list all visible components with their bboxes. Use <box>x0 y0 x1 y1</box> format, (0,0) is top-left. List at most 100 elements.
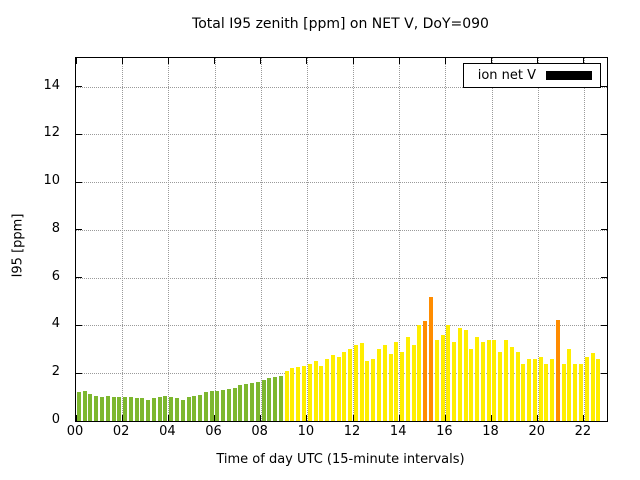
y-tick-mark <box>76 420 82 422</box>
v-gridline <box>491 58 493 421</box>
y-tick-label: 2 <box>51 364 60 380</box>
y-tick-labels: 0 2 4 6 8 10 12 14 <box>0 57 70 427</box>
bar <box>584 356 589 421</box>
bar <box>469 349 474 421</box>
x-tick-label: 04 <box>159 424 176 439</box>
h-gridline <box>76 134 607 136</box>
x-tick-label: 02 <box>112 424 130 439</box>
bar <box>440 335 445 421</box>
bar <box>590 352 595 421</box>
bar <box>567 349 572 421</box>
bar <box>573 363 578 421</box>
x-tick-mark <box>121 415 123 421</box>
bar <box>209 391 214 421</box>
y-tick-label: 0 <box>51 412 60 427</box>
x-tick-label: 08 <box>251 424 268 439</box>
x-tick-mark <box>491 415 493 421</box>
x-tick-mark <box>214 58 216 64</box>
bar <box>267 378 272 421</box>
y-tick-mark <box>601 324 607 326</box>
x-tick-label: 16 <box>436 424 453 439</box>
bar <box>330 355 335 421</box>
bar <box>480 342 485 421</box>
bar <box>463 330 468 421</box>
bar <box>319 366 324 421</box>
bar <box>151 398 156 421</box>
bar <box>325 358 330 421</box>
x-tick-label: 14 <box>389 424 407 439</box>
y-tick-mark <box>601 133 607 135</box>
y-tick-mark <box>76 277 82 279</box>
bar <box>411 344 416 421</box>
bar <box>457 327 462 421</box>
bar <box>405 337 410 421</box>
x-tick-mark <box>306 415 308 421</box>
y-tick-label: 10 <box>43 173 60 189</box>
bar <box>596 358 601 421</box>
bar <box>342 351 347 421</box>
bar <box>226 388 231 421</box>
h-gridline <box>76 182 607 184</box>
bar <box>417 325 422 421</box>
bar <box>509 346 514 421</box>
bar <box>434 339 439 421</box>
x-tick-mark <box>583 415 585 421</box>
x-tick-labels: 00 02 04 06 08 10 12 14 16 18 20 22 <box>67 424 606 444</box>
x-tick-mark <box>398 415 400 421</box>
bar <box>290 368 295 421</box>
bar <box>515 351 520 421</box>
v-gridline <box>306 58 308 421</box>
h-gridline <box>76 325 607 327</box>
x-tick-label: 20 <box>528 424 545 439</box>
x-tick-mark <box>260 415 262 421</box>
y-tick-label: 4 <box>51 316 60 332</box>
bar <box>163 395 168 421</box>
y-tick-mark <box>76 229 82 231</box>
bar <box>446 325 451 421</box>
bar <box>278 375 283 421</box>
x-tick-label: 10 <box>297 424 315 439</box>
v-gridline <box>168 58 170 421</box>
bar <box>550 358 555 421</box>
bar <box>544 363 549 421</box>
bar <box>111 397 116 421</box>
x-tick-mark <box>260 58 262 64</box>
bar <box>296 367 301 421</box>
y-tick-mark <box>76 133 82 135</box>
bar <box>423 320 428 421</box>
bar <box>232 387 237 421</box>
bar <box>521 363 526 421</box>
v-gridline <box>214 58 216 421</box>
x-tick-label: 22 <box>574 424 592 439</box>
y-tick-mark <box>76 86 82 88</box>
bar <box>140 398 145 421</box>
x-tick-label: 06 <box>205 424 222 439</box>
y-tick-mark <box>76 181 82 183</box>
bar <box>250 382 255 421</box>
x-tick-mark <box>537 58 539 64</box>
v-gridline <box>537 58 539 421</box>
h-gridline <box>76 86 607 88</box>
bar <box>486 339 491 421</box>
bar <box>203 392 208 421</box>
v-gridline <box>260 58 262 421</box>
bar <box>261 380 266 421</box>
bar <box>579 363 584 421</box>
bar <box>313 361 318 421</box>
x-tick-mark <box>444 415 446 421</box>
x-tick-label: 18 <box>482 424 499 439</box>
y-tick-label: 8 <box>51 220 60 236</box>
bar <box>105 395 110 421</box>
x-tick-mark <box>491 58 493 64</box>
bar <box>244 383 249 421</box>
x-tick-mark <box>167 415 169 421</box>
bar <box>192 395 197 421</box>
v-gridline <box>399 58 401 421</box>
bar <box>134 398 139 421</box>
bar <box>475 337 480 421</box>
bar <box>273 376 278 421</box>
y-tick-label: 14 <box>43 77 60 93</box>
x-tick-mark <box>75 58 77 64</box>
bar <box>377 349 382 421</box>
x-tick-mark <box>167 58 169 64</box>
